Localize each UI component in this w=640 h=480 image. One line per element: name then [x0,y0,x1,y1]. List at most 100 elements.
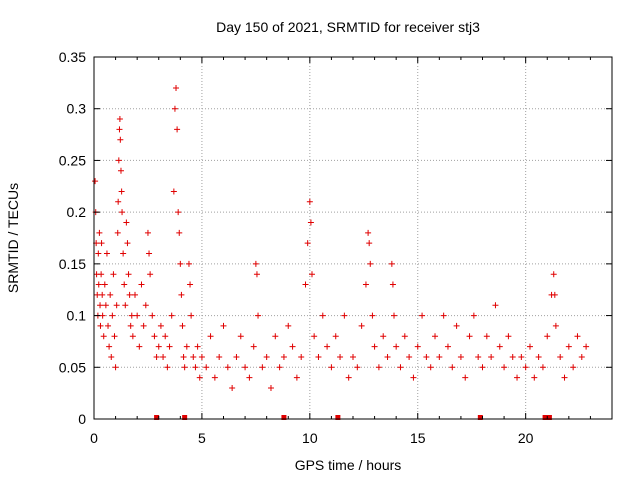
data-point [185,260,192,267]
y-tick-label: 0 [78,411,86,427]
data-point [138,281,145,288]
data-point [179,322,186,329]
data-point [96,229,103,236]
data-point [147,271,154,278]
data-point [119,209,126,216]
data-point [298,353,305,360]
data-point [550,271,557,278]
data-point [149,312,156,319]
data-point [365,229,372,236]
data-point [173,85,180,92]
data-point [272,333,279,340]
data-point [188,312,195,319]
data-point [128,312,135,319]
gap-marker [182,415,188,420]
data-point [183,343,190,350]
data-point [302,281,309,288]
data-point [369,312,376,319]
y-tick-label: 0.2 [67,204,87,220]
data-point [410,374,417,381]
data-point [449,364,456,371]
data-point [414,343,421,350]
data-point [250,343,257,350]
gap-marker [477,415,483,420]
data-point [263,353,270,360]
data-point [187,281,194,288]
y-tick-label: 0.1 [67,308,87,324]
y-tick-label: 0.35 [59,49,86,65]
data-point [216,353,223,360]
data-point [198,353,205,360]
data-point [97,302,104,309]
data-point [492,302,499,309]
data-point [120,250,127,257]
data-point [259,364,266,371]
data-point [267,384,274,391]
data-point [289,343,296,350]
data-point [164,364,171,371]
data-point [146,250,153,257]
data-point [116,116,123,123]
data-point [539,364,546,371]
data-point [470,312,477,319]
data-point [233,353,240,360]
data-point [427,364,434,371]
data-point [544,333,551,340]
data-point [246,374,253,381]
data-point [324,343,331,350]
x-tick-label: 10 [302,430,318,446]
x-tick-label: 15 [410,430,426,446]
data-point [176,229,183,236]
plot-background [94,57,612,419]
data-points [92,85,590,391]
gap-marker [335,415,341,420]
data-point [332,333,339,340]
data-point [237,333,244,340]
data-point [99,312,106,319]
data-point [440,312,447,319]
data-point [99,291,106,298]
data-point [95,250,102,257]
data-point [98,240,105,247]
data-point [224,364,231,371]
data-point [578,353,585,360]
x-axis-label: GPS time / hours [295,457,402,473]
data-point [129,333,136,340]
data-point [531,374,538,381]
data-point [115,198,122,205]
data-point [293,374,300,381]
data-point [311,333,318,340]
data-point [391,312,398,319]
data-point [180,353,187,360]
data-point [109,312,116,319]
data-point [462,374,469,381]
data-point [444,343,451,350]
data-point [354,364,361,371]
data-point [285,322,292,329]
data-point [475,353,482,360]
data-point [117,136,124,143]
y-tick-label: 0.05 [59,359,86,375]
data-point [220,322,227,329]
data-point [125,271,132,278]
data-point [518,353,525,360]
data-point [160,353,167,360]
data-point [97,322,104,329]
data-point [194,343,201,350]
data-point [384,353,391,360]
data-point [551,291,558,298]
data-point [114,229,121,236]
data-point [509,353,516,360]
data-point [140,322,147,329]
data-point [203,364,210,371]
gap-marker [542,415,548,420]
data-point [144,229,151,236]
gap-marker [546,415,552,420]
data-point [118,188,125,195]
data-point [157,322,164,329]
data-point [389,281,396,288]
data-point [388,260,395,267]
data-point [565,343,572,350]
data-point [341,312,348,319]
data-point [453,322,460,329]
